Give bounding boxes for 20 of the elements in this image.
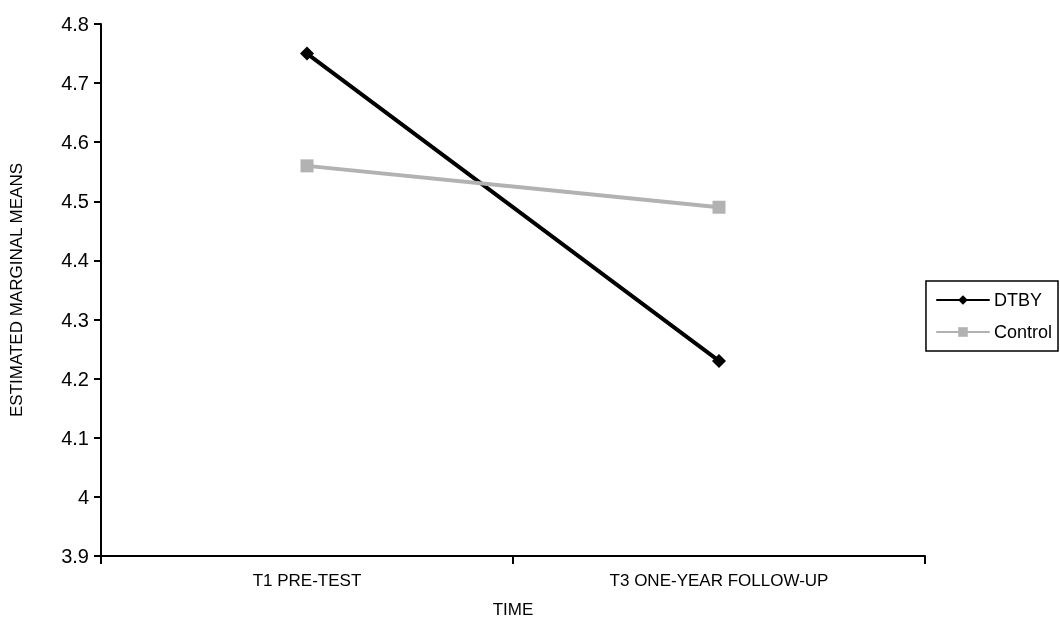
legend-label: DTBY xyxy=(993,290,1042,310)
point xyxy=(712,353,726,368)
x-axis-title: TIME xyxy=(492,600,534,619)
y-tick-label: 4.6 xyxy=(61,131,89,154)
legend-label: Control xyxy=(993,322,1053,342)
y-tick-label: 4.4 xyxy=(61,249,89,272)
y-axis-title: ESTIMATED MARGINAL MEANS xyxy=(7,162,26,418)
y-tick-label: 4 xyxy=(77,485,89,508)
y-tick-label: 4.8 xyxy=(61,13,89,35)
y-tick-label: 4.1 xyxy=(61,426,89,449)
y-tick-label: 4.3 xyxy=(61,308,89,331)
y-tick-label: 3.9 xyxy=(61,545,89,567)
x-tick-label: T1 PRE-TEST xyxy=(252,571,362,590)
x-tick-label: T3 ONE-YEAR FOLLOW-UP xyxy=(609,571,829,590)
y-tick-label: 4.5 xyxy=(61,190,89,213)
y-tick-label: 4.2 xyxy=(61,367,89,390)
point xyxy=(712,200,726,214)
point xyxy=(300,159,314,173)
point xyxy=(300,46,314,61)
y-tick-label: 4.7 xyxy=(61,72,89,95)
